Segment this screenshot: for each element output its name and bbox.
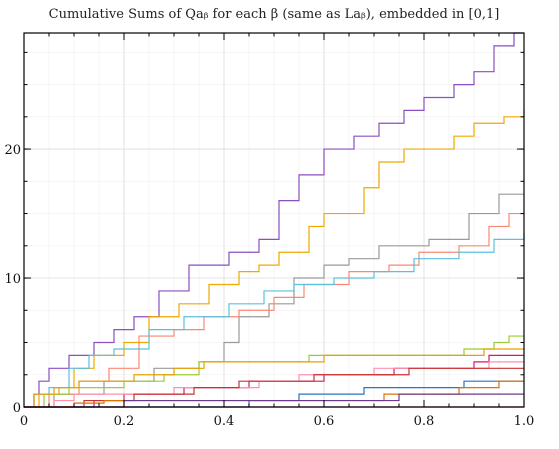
series-line-7 — [24, 348, 524, 408]
x-tick-label: 0 — [20, 414, 28, 429]
grid — [23, 33, 525, 408]
x-tick-label: 0.2 — [114, 414, 135, 429]
y-tick-label: 20 — [4, 143, 21, 158]
y-tick-labels: 0 10 20 — [4, 143, 21, 416]
x-tick-label: 0.8 — [414, 414, 435, 429]
x-tick-label: 0.4 — [214, 414, 235, 429]
x-tick-labels: 0 0.2 0.4 0.6 0.8 1.0 — [20, 414, 534, 429]
chart-title: Cumulative Sums of Qaᵦ for each β (same … — [49, 7, 500, 22]
series-line-5 — [24, 232, 525, 408]
x-tick-label: 0.6 — [314, 414, 335, 429]
series-line-4 — [24, 212, 524, 408]
series-line-10 — [24, 367, 524, 408]
series-line-1 — [24, 32, 524, 408]
y-tick-label: 0 — [13, 401, 21, 416]
x-tick-label: 1.0 — [514, 414, 535, 429]
ticks — [23, 33, 525, 408]
y-tick-label: 10 — [4, 272, 21, 287]
